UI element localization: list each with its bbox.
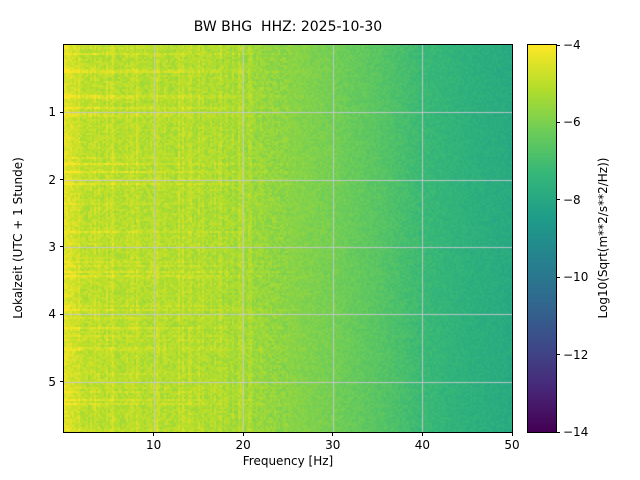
colorbar-label: Log10(Sqrt(m**2/s**2/Hz)) xyxy=(596,157,610,319)
x-tick-mark xyxy=(421,432,423,436)
x-tick-mark xyxy=(332,432,334,436)
colorbar-tick-mark xyxy=(556,121,560,123)
spectrogram-canvas xyxy=(64,45,512,432)
colorbar-tick-label: −10 xyxy=(563,270,589,285)
y-tick-mark xyxy=(60,313,64,315)
colorbar-tick-mark xyxy=(556,199,560,201)
y-tick-mark xyxy=(60,381,64,383)
colorbar-canvas xyxy=(528,45,556,432)
y-tick-label: 3 xyxy=(48,239,56,254)
x-tick-label: 40 xyxy=(414,438,431,452)
y-tick-label: 5 xyxy=(48,374,56,389)
x-tick-label: 20 xyxy=(235,438,251,452)
colorbar-tick-mark xyxy=(556,276,560,278)
x-tick-mark xyxy=(242,432,244,436)
x-tick-label: 50 xyxy=(504,438,520,452)
x-axis-label: Frequency [Hz] xyxy=(242,454,334,468)
y-tick-label: 4 xyxy=(48,307,56,322)
y-tick-mark xyxy=(60,179,64,181)
y-axis-label: Lokalzeit (UTC + 1 Stunde) xyxy=(11,157,25,319)
colorbar-tick-mark xyxy=(556,354,560,356)
y-tick-label: 2 xyxy=(48,172,56,187)
x-tick-mark xyxy=(153,432,155,436)
x-tick-label: 30 xyxy=(325,438,341,452)
y-tick-label: 1 xyxy=(48,105,56,120)
colorbar-tick-label: −8 xyxy=(563,192,581,207)
x-tick-mark xyxy=(511,432,513,436)
plot-title: BW BHG HHZ: 2025-10-30 xyxy=(193,19,383,35)
colorbar-tick-label: −6 xyxy=(563,115,581,130)
y-tick-mark xyxy=(60,111,64,113)
colorbar-tick-mark xyxy=(556,44,560,46)
colorbar-tick-label: −14 xyxy=(563,425,589,439)
x-tick-label: 10 xyxy=(145,438,162,452)
colorbar-tick-label: −4 xyxy=(563,38,581,52)
colorbar-tick-mark xyxy=(556,431,560,433)
y-tick-mark xyxy=(60,246,64,248)
colorbar-tick-label: −12 xyxy=(563,347,589,362)
